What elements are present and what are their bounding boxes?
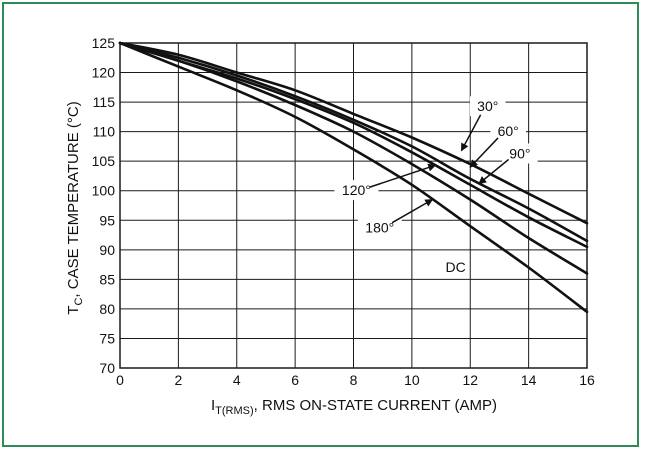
y-tick-label: 120 (92, 65, 116, 81)
annotation-bg (357, 217, 402, 238)
annotation-bg (470, 96, 506, 117)
y-tick-label: 95 (99, 212, 115, 228)
y-tick-label: 75 (99, 330, 115, 346)
tick-labels: 0 2 4 6 8 10 12 14 16 70 75 80 85 90 95 100 105 110 115 120… (92, 35, 595, 388)
series-line (118, 41, 589, 225)
x-axis-label: IT(RMS), RMS ON-STATE CURRENT (AMP) (211, 397, 497, 417)
y-axis-label: TC, CASE TEMPERATURE (°C) (65, 101, 85, 314)
y-tick-label: 115 (93, 94, 116, 110)
y-tick-label: 105 (92, 153, 116, 169)
series-line (118, 41, 589, 243)
y-tick-label: 110 (93, 124, 116, 140)
x-tick-label: 12 (462, 372, 478, 388)
y-tick-label: 125 (92, 35, 116, 51)
y-tick-label: 90 (99, 242, 115, 258)
annotation-label: 120° (342, 182, 371, 198)
y-tick-label: 85 (99, 271, 115, 287)
x-tick-label: 0 (116, 372, 124, 388)
annotation-bg (442, 256, 470, 277)
annotations: 30°60° 90° 120° 180° DC (334, 96, 538, 277)
x-tick-label: 6 (291, 372, 299, 388)
x-tick-label: 16 (579, 372, 595, 388)
chart-frame (2, 2, 639, 447)
annotation-arrow (478, 158, 510, 185)
x-axis-label-main: I (211, 397, 215, 414)
annotation-arrow (460, 114, 482, 152)
annotation-label: 30° (477, 98, 498, 114)
annotation-label: 90° (509, 146, 530, 162)
series-line (118, 41, 589, 314)
y-tick-label: 70 (99, 360, 115, 376)
x-axis-label-subscript: T(RMS) (215, 405, 254, 417)
annotation-arrow (369, 163, 437, 188)
y-axis-label-main: T (65, 306, 82, 315)
grid (119, 42, 588, 369)
x-tick-label: 10 (404, 372, 420, 388)
annotation-label: 60° (498, 123, 519, 139)
series-line (118, 41, 589, 275)
annotation-bg (502, 143, 538, 164)
y-axis-label-rest: , CASE TEMPERATURE (°C) (65, 101, 82, 297)
annotation-arrow (391, 198, 434, 224)
x-tick-label: 14 (521, 372, 537, 388)
x-tick-label: 2 (174, 372, 182, 388)
annotation-label: DC (446, 259, 466, 275)
curves (118, 41, 589, 314)
annotation-arrow (469, 137, 499, 168)
y-tick-label: 100 (92, 183, 116, 199)
x-tick-label: 8 (350, 372, 358, 388)
annotation-bg (490, 121, 526, 142)
x-axis-label-rest: , RMS ON-STATE CURRENT (AMP) (254, 397, 497, 414)
y-tick-label: 80 (99, 301, 115, 317)
plot-border (119, 42, 588, 369)
x-tick-label: 4 (233, 372, 241, 388)
annotation-label: 180° (365, 219, 394, 235)
y-axis-label-subscript: C (73, 298, 85, 306)
annotation-bg (334, 180, 379, 201)
